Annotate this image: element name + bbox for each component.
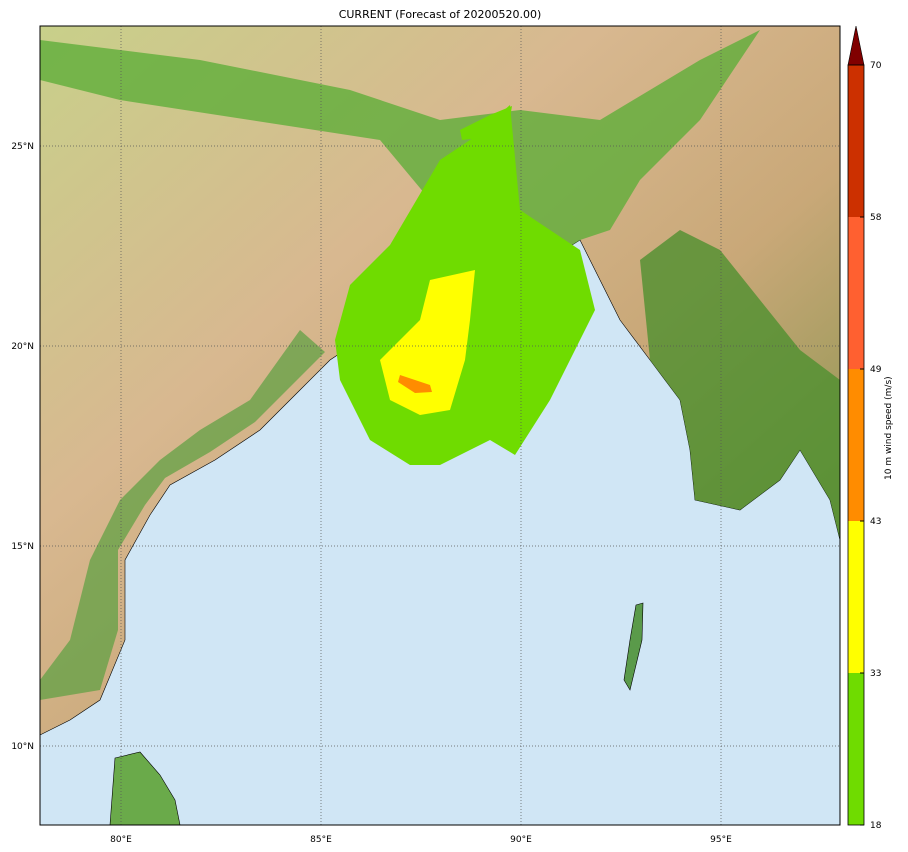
colorbar-segment [848, 217, 864, 369]
lon-tick-labels: 80°E 85°E 90°E 95°E [110, 835, 732, 845]
colorbar-tick: 70 [870, 61, 882, 71]
colorbar-label: 10 m wind speed (m/s) [884, 376, 894, 480]
wind-speed-contours [335, 105, 595, 465]
map-title: CURRENT (Forecast of 20200520.00) [338, 8, 542, 21]
colorbar: 10 m wind speed (m/s) 18 33 43 49 58 70 [847, 25, 894, 831]
map-frame [39, 25, 841, 826]
lon-tick: 95°E [710, 835, 732, 845]
lat-tick: 20°N [11, 342, 34, 352]
colorbar-extend-arrow [847, 25, 865, 66]
lon-tick: 85°E [310, 835, 332, 845]
wind-43-49 [398, 375, 432, 393]
colorbar-tick: 49 [870, 365, 882, 375]
colorbar-tick: 33 [870, 669, 881, 679]
colorbar-tick: 43 [870, 517, 881, 527]
colorbar-tick: 58 [870, 213, 882, 223]
lat-tick: 10°N [11, 742, 34, 752]
myanmar-coast [640, 230, 840, 540]
lon-tick: 80°E [110, 835, 132, 845]
lat-tick: 15°N [11, 542, 34, 552]
colorbar-frame [847, 64, 865, 826]
coastal-lowland [40, 330, 325, 700]
gridlines [40, 26, 840, 825]
lat-tick-labels: 10°N 15°N 20°N 25°N [11, 142, 34, 752]
lat-tick: 25°N [11, 142, 34, 152]
gangetic-plain [40, 30, 760, 270]
colorbar-segment [848, 369, 864, 521]
colorbar-segment [848, 65, 864, 217]
colorbar-segment [848, 673, 864, 825]
colorbar-segment [848, 521, 864, 673]
lon-tick: 90°E [510, 835, 532, 845]
colorbar-tick: 18 [870, 821, 882, 831]
wind-18-33-north [460, 106, 512, 140]
andaman-islands [623, 602, 644, 691]
